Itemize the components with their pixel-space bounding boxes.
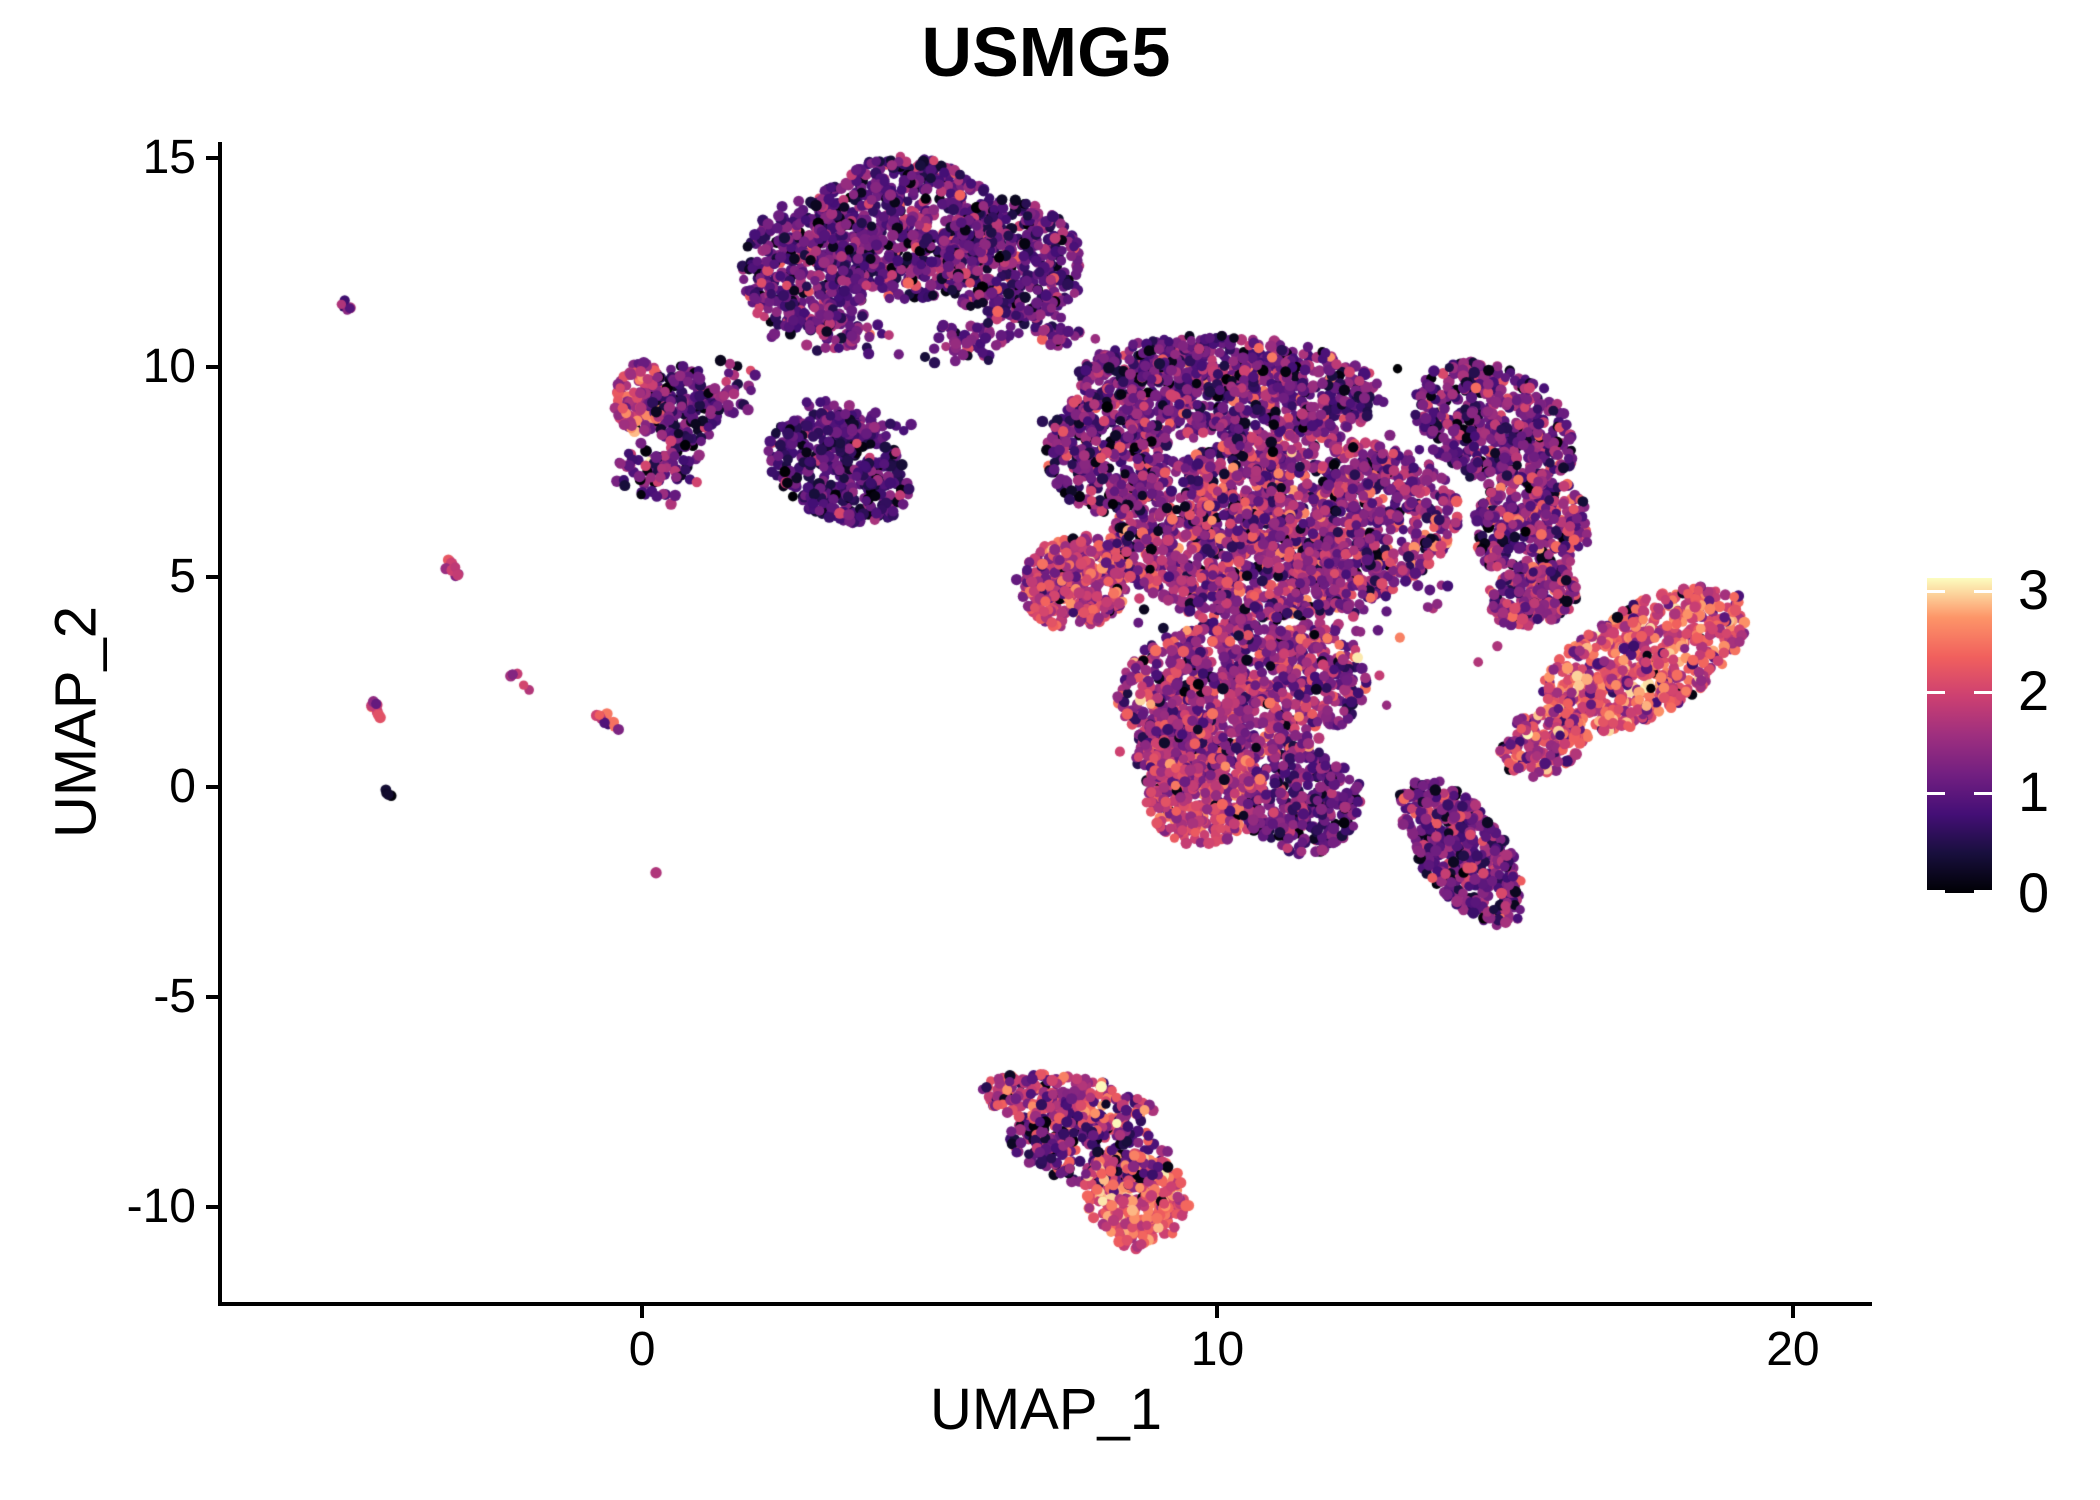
x-tick-label: 10: [1190, 1323, 1245, 1376]
colorbar-tick-mark: [1974, 691, 1992, 695]
colorbar-tick-mark: [1927, 590, 1945, 594]
y-tick-label: 15: [142, 130, 196, 184]
y-axis-line: [218, 142, 222, 1306]
y-tick-mark: [206, 365, 218, 370]
y-tick-label: -10: [126, 1180, 196, 1234]
y-tick-mark: [206, 1205, 218, 1210]
y-tick-mark: [206, 995, 218, 1000]
x-axis-title: UMAP_1: [929, 1377, 1163, 1442]
x-tick-mark: [1215, 1306, 1220, 1318]
expression-colorbar: [1927, 578, 1992, 893]
colorbar-tick-label: 1: [2018, 760, 2050, 824]
colorbar-tick-label: 2: [2018, 659, 2050, 723]
y-axis-title: UMAP_2: [43, 605, 109, 839]
colorbar-tick-mark: [1974, 792, 1992, 796]
x-axis-line: [218, 1302, 1872, 1306]
colorbar-tick-mark: [1927, 792, 1945, 796]
y-tick-mark: [206, 155, 218, 160]
colorbar-tick-label: 0: [2018, 861, 2050, 924]
y-tick-mark: [206, 575, 218, 580]
x-tick-label: 20: [1766, 1323, 1820, 1376]
colorbar-tick-mark: [1974, 890, 1992, 893]
y-tick-label: 10: [142, 340, 196, 394]
x-tick-mark: [640, 1306, 645, 1318]
x-tick-mark: [1790, 1306, 1795, 1318]
x-tick-label: 0: [628, 1323, 656, 1376]
plot-title: USMG5: [921, 13, 1171, 91]
colorbar-tick-mark: [1974, 590, 1992, 594]
y-tick-label: 0: [169, 760, 196, 814]
colorbar-tick-label: 3: [2018, 558, 2050, 622]
y-tick-mark: [206, 785, 218, 790]
y-tick-label: 5: [169, 550, 196, 604]
colorbar-tick-mark: [1927, 691, 1945, 695]
y-tick-label: -5: [153, 970, 196, 1024]
colorbar-tick-mark: [1927, 890, 1945, 893]
umap-scatter-canvas: [222, 142, 1870, 1302]
